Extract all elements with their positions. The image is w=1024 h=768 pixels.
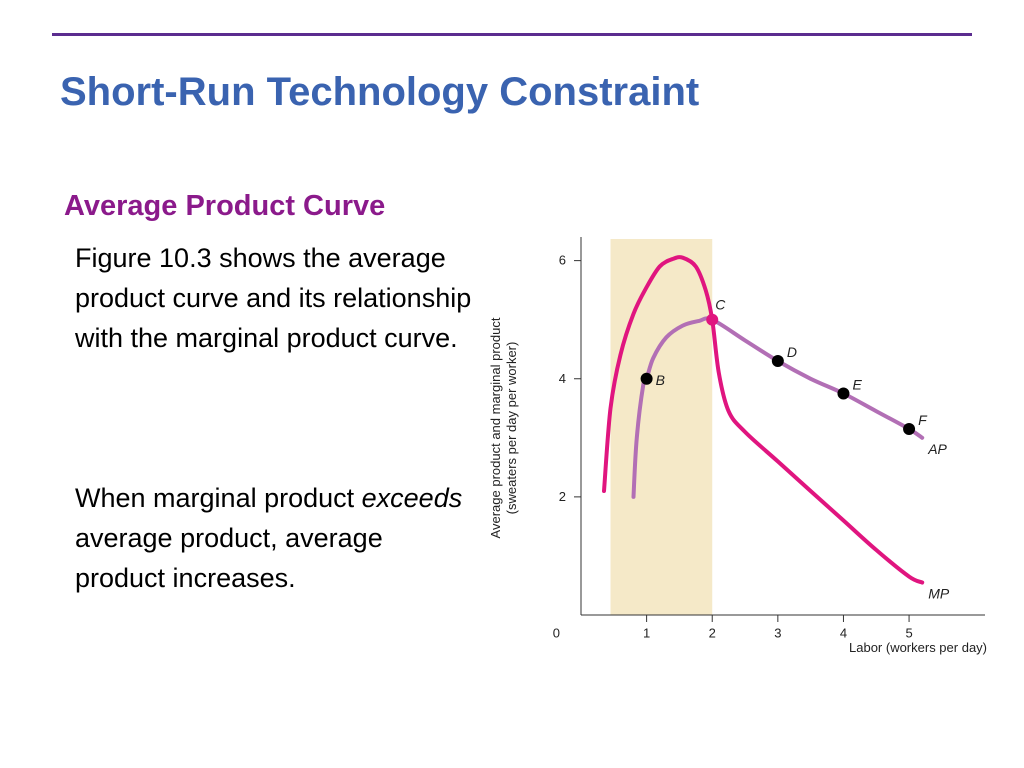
point-e (837, 387, 850, 400)
paragraph-text-start: When marginal product (75, 483, 362, 513)
shaded-region (610, 239, 713, 615)
section-heading: Average Product Curve (64, 190, 386, 222)
x-tick-label: 5 (905, 626, 912, 641)
y-axis-title: Average product and marginal product(swe… (488, 317, 519, 538)
product-curves-chart: 1 2 3 4 5 2 4 6 0 Labor (workers per day) Average … (488, 237, 987, 655)
point-label-f: F (918, 412, 928, 428)
point-label-e: E (852, 377, 862, 393)
y-tick-label: 6 (559, 253, 566, 268)
paragraph-emphasis: exceeds (361, 483, 463, 513)
series-mp-line (602, 255, 925, 585)
series-ap-label: AP (927, 441, 947, 457)
point-c (706, 313, 719, 326)
x-tick-label: 1 (643, 626, 650, 641)
x-tick-label: 2 (709, 626, 716, 641)
slide-title: Short-Run Technology Constraint (60, 70, 700, 114)
y-tick-label: 2 (559, 489, 566, 504)
point-b (640, 372, 653, 385)
point-label-c: C (715, 297, 726, 313)
x-axis-title: Labor (workers per day) (849, 640, 987, 655)
y-tick-label: 4 (559, 371, 566, 386)
point-label-d: D (787, 344, 797, 360)
point-label-b: B (656, 372, 665, 388)
point-d (771, 355, 784, 368)
title-rule (52, 33, 972, 36)
paragraph-figure-description: Figure 10.3 shows the average product cu… (75, 243, 472, 353)
series-mp-label: MP (928, 586, 950, 602)
paragraph-text-end: average product, average product increas… (75, 523, 383, 593)
x-tick-label: 4 (840, 626, 847, 641)
point-f (903, 422, 916, 435)
x-tick-label: 3 (774, 626, 781, 641)
paragraph-mp-exceeds-ap: When marginal product exceeds average pr… (75, 478, 475, 598)
origin-label: 0 (553, 626, 560, 641)
